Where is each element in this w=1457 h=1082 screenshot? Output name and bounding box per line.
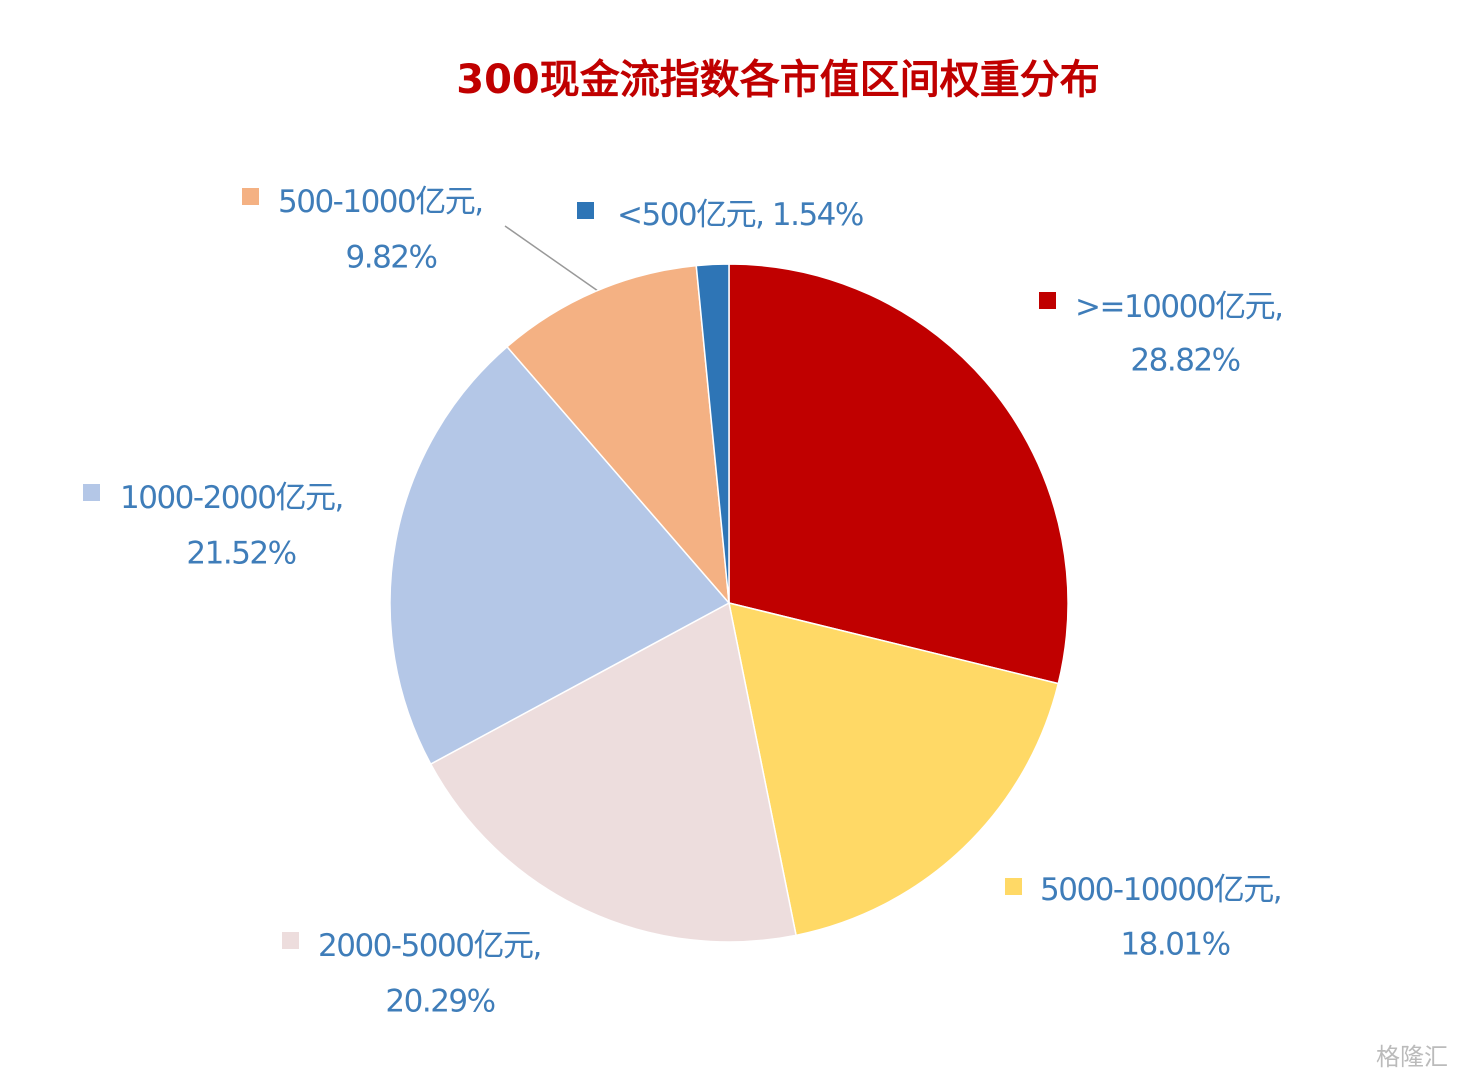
category-label: 500-1000亿元 — [278, 184, 475, 220]
leader-line — [504, 225, 599, 292]
label-separator: , — [1274, 289, 1291, 325]
data-label: <500亿元, 1.54% — [617, 197, 863, 233]
data-label: 2000-5000亿元, — [318, 928, 549, 964]
label-separator: , — [755, 197, 772, 233]
label-separator: , — [532, 928, 549, 964]
value-label: 1.54% — [772, 197, 863, 233]
pie-slice — [695, 263, 730, 604]
value-label: 18.01% — [1120, 927, 1229, 963]
category-label: <500亿元 — [617, 197, 756, 233]
pie-slice — [728, 263, 1069, 685]
data-label: >=10000亿元, — [1075, 289, 1291, 325]
label-separator: , — [474, 184, 491, 220]
pie-slice — [429, 601, 797, 943]
pie-slice — [389, 345, 731, 766]
pie-slice — [506, 264, 730, 606]
chart-title: 300现金流指数各市值区间权重分布 — [456, 57, 1100, 103]
legend-marker — [1005, 878, 1022, 895]
legend-marker — [577, 202, 594, 219]
category-label: 2000-5000亿元 — [318, 928, 533, 964]
value-label: 9.82% — [346, 240, 437, 276]
pie-slice — [728, 601, 1060, 937]
value-label: 28.82% — [1130, 343, 1239, 379]
watermark: 格隆汇 — [1376, 1043, 1448, 1071]
category-label: 5000-10000亿元 — [1040, 872, 1273, 908]
legend-marker — [1039, 292, 1056, 309]
data-label: 1000-2000亿元, — [120, 480, 351, 516]
category-label: 1000-2000亿元 — [120, 480, 335, 516]
value-label: 20.29% — [385, 984, 494, 1020]
data-label: 500-1000亿元, — [278, 184, 491, 220]
value-label: 21.52% — [186, 536, 295, 572]
category-label: >=10000亿元 — [1075, 289, 1275, 325]
label-separator: , — [1273, 872, 1290, 908]
legend-marker — [83, 484, 100, 501]
label-separator: , — [334, 480, 351, 516]
legend-marker — [242, 188, 259, 205]
data-label: 5000-10000亿元, — [1040, 872, 1289, 908]
legend-marker — [282, 932, 299, 949]
